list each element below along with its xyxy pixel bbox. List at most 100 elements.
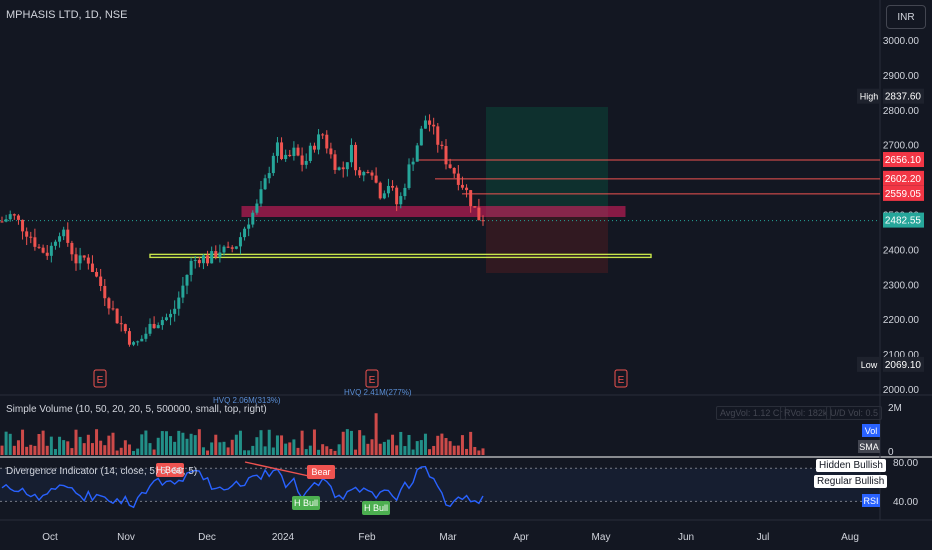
candle-body <box>243 228 247 238</box>
volume-bar <box>386 439 390 455</box>
time-axis-label: Nov <box>117 532 135 543</box>
volume-bar <box>99 440 103 455</box>
price-tick-label: 2100.00 <box>883 350 920 361</box>
price-tick-label: 2000.00 <box>883 385 920 396</box>
volume-bar <box>300 430 304 455</box>
volume-bar <box>251 445 255 455</box>
volume-bar <box>123 440 127 455</box>
volume-bar <box>206 450 210 455</box>
divergence-tag: Bear <box>311 467 330 477</box>
volume-bar <box>362 435 366 455</box>
level-tag: 2656.10 <box>885 155 922 166</box>
volume-bar <box>284 443 288 455</box>
vol-tag: Vol <box>865 426 878 436</box>
volume-bar <box>181 432 185 455</box>
volume-bar <box>107 435 111 455</box>
volume-bar <box>37 433 41 455</box>
candle-body <box>329 148 333 155</box>
divergence-tag-bg <box>307 465 335 479</box>
volume-bar <box>399 431 403 455</box>
rvol-stat: RVol: 182k <box>780 406 832 420</box>
legend-hidden-bullish: Hidden Bullish <box>816 459 886 472</box>
price-tick-label: 3000.00 <box>883 36 920 47</box>
volume-bar <box>132 450 136 455</box>
candle-body <box>37 246 41 248</box>
candle-body <box>58 236 62 242</box>
candle-body <box>127 331 131 345</box>
candle-body <box>469 190 473 207</box>
candle-body <box>304 160 308 165</box>
time-axis-label: Apr <box>513 532 529 543</box>
candle-body <box>4 219 8 222</box>
earnings-label: E <box>97 375 104 386</box>
volume-bar <box>0 445 4 455</box>
candle-body <box>312 145 316 150</box>
volume-axis-zero: 0 <box>888 447 894 458</box>
volume-bar <box>423 433 427 455</box>
high-value-tag-bg <box>883 88 924 104</box>
candle-body <box>206 255 210 264</box>
volume-bar <box>238 430 242 455</box>
candle-body <box>156 325 160 329</box>
volume-bar <box>366 443 370 455</box>
candle-body <box>362 172 366 176</box>
candle-body <box>123 324 127 332</box>
candle-body <box>53 241 57 246</box>
risk-zone <box>486 217 608 273</box>
candle-body <box>78 255 82 264</box>
volume-bar <box>378 443 382 455</box>
volume-bar <box>95 429 99 455</box>
candle-body <box>8 214 12 220</box>
volume-bar <box>25 446 29 455</box>
candle-body <box>391 185 395 188</box>
volume-bar <box>136 448 140 455</box>
candle-body <box>62 229 66 237</box>
candle-body <box>428 120 432 125</box>
candle-body <box>66 229 70 243</box>
candle-body <box>33 237 37 247</box>
volume-bar <box>29 444 33 455</box>
time-axis-label: May <box>592 532 611 543</box>
candle-body <box>226 246 230 248</box>
volume-bar <box>197 429 201 455</box>
candle-body <box>419 128 423 146</box>
level-tag: 2602.20 <box>885 174 922 185</box>
price-tick-label: 2300.00 <box>883 280 920 291</box>
volume-bar <box>177 430 181 455</box>
avg-vol-stat: AvgVol: 1.12 Cr <box>716 406 787 420</box>
rsi-line <box>1 465 484 509</box>
volume-bar <box>275 435 279 455</box>
volume-bar <box>391 434 395 455</box>
volume-bar <box>263 446 267 455</box>
volume-bar <box>201 447 205 455</box>
volume-bar <box>325 446 329 455</box>
volume-bar <box>193 435 197 455</box>
volume-bar <box>156 437 160 455</box>
volume-bar <box>304 449 308 455</box>
reward-zone <box>486 107 608 217</box>
candle-body <box>444 146 448 165</box>
rsi-band <box>0 468 880 502</box>
volume-bar <box>226 447 230 455</box>
candle-body <box>201 255 205 264</box>
volume-bar <box>370 439 374 455</box>
volume-bar <box>78 436 82 455</box>
high-value-tag: 2837.60 <box>885 92 922 103</box>
low-value-tag: 2069.10 <box>885 360 922 371</box>
legend-regular-bullish: Regular Bullish <box>814 475 888 488</box>
divergence-tag-bg <box>292 496 320 510</box>
volume-bar <box>312 429 316 455</box>
volume-bar <box>296 447 300 455</box>
volume-bar <box>45 445 49 455</box>
time-axis-label: Mar <box>439 532 457 543</box>
volume-bar <box>58 436 62 455</box>
divergence-tag-bg <box>156 463 184 477</box>
volume-bar <box>4 431 8 455</box>
candle-body <box>358 170 362 176</box>
currency-button[interactable]: INR <box>886 5 926 29</box>
candle-body <box>317 134 321 150</box>
volume-annotation-2: HVQ 2.41M(277%) <box>344 388 412 397</box>
candle-body <box>29 236 33 238</box>
volume-bar <box>444 438 448 455</box>
